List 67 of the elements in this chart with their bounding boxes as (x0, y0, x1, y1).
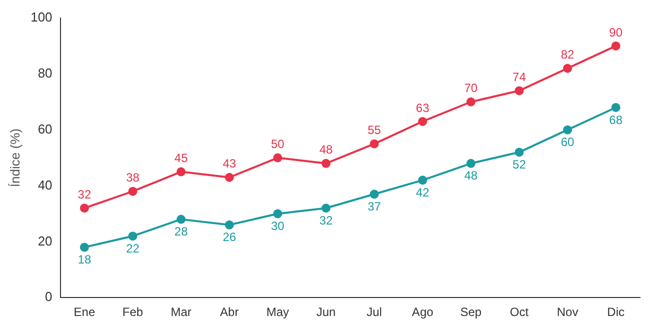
x-tick-label: Abr (220, 305, 239, 320)
data-label: 38 (126, 170, 140, 185)
data-label: 32 (78, 187, 92, 202)
point (128, 186, 138, 196)
data-label: 48 (319, 142, 333, 157)
data-label: 22 (126, 241, 140, 256)
point (224, 220, 234, 230)
point (128, 232, 138, 241)
y-tick-label: 80 (38, 66, 52, 80)
data-label: 74 (512, 70, 526, 84)
point (80, 242, 89, 252)
point (273, 153, 282, 162)
y-tick-label: 100 (30, 10, 52, 25)
point (176, 214, 186, 224)
data-label: 28 (174, 224, 188, 239)
x-tick-label: Feb (122, 305, 144, 320)
point (514, 86, 524, 96)
point (514, 148, 524, 157)
y-tick-label: 0 (45, 289, 52, 304)
data-label: 52 (512, 158, 526, 172)
data-label: 30 (271, 219, 285, 234)
point (176, 167, 186, 176)
point (466, 97, 476, 106)
y-tick-label: 20 (38, 233, 52, 248)
data-label: 37 (368, 199, 382, 214)
point (370, 190, 379, 199)
point (370, 139, 379, 148)
data-label: 32 (319, 213, 333, 228)
data-label: 63 (416, 100, 430, 115)
point (611, 41, 620, 50)
data-label: 50 (271, 137, 285, 152)
data-label: 90 (609, 25, 623, 40)
x-tick-label: Nov (556, 305, 578, 320)
x-tick-label: Sep (460, 305, 482, 320)
point (563, 125, 572, 134)
point (321, 204, 330, 213)
x-tick-label: Ene (74, 305, 96, 320)
point (563, 64, 572, 73)
x-tick-label: Dic (607, 305, 625, 320)
data-label: 55 (368, 123, 382, 138)
point (80, 204, 89, 213)
data-label: 18 (78, 252, 92, 267)
data-label: 60 (560, 135, 575, 150)
point (418, 176, 428, 185)
y-tick-label: 60 (38, 121, 52, 136)
x-tick-label: Oct (510, 305, 530, 320)
data-label: 42 (416, 185, 430, 200)
y-axis-title: Índice (%) (7, 128, 22, 188)
data-label: 43 (222, 156, 236, 171)
y-tick-label: 40 (38, 177, 52, 192)
point (466, 158, 476, 168)
data-label: 82 (560, 48, 575, 62)
x-tick-label: Ago (412, 305, 434, 320)
data-label: 70 (464, 81, 478, 96)
point (611, 102, 620, 112)
x-tick-label: Jul (366, 305, 382, 320)
point (418, 116, 428, 126)
data-label: 68 (609, 112, 623, 127)
point (321, 158, 330, 168)
data-label: 48 (464, 168, 478, 183)
x-tick-label: May (266, 305, 290, 320)
data-label: 26 (222, 230, 236, 244)
x-tick-label: Jun (316, 305, 336, 320)
point (273, 209, 282, 218)
point (224, 172, 234, 182)
data-label: 45 (174, 151, 188, 166)
x-tick-label: Mar (170, 305, 192, 320)
